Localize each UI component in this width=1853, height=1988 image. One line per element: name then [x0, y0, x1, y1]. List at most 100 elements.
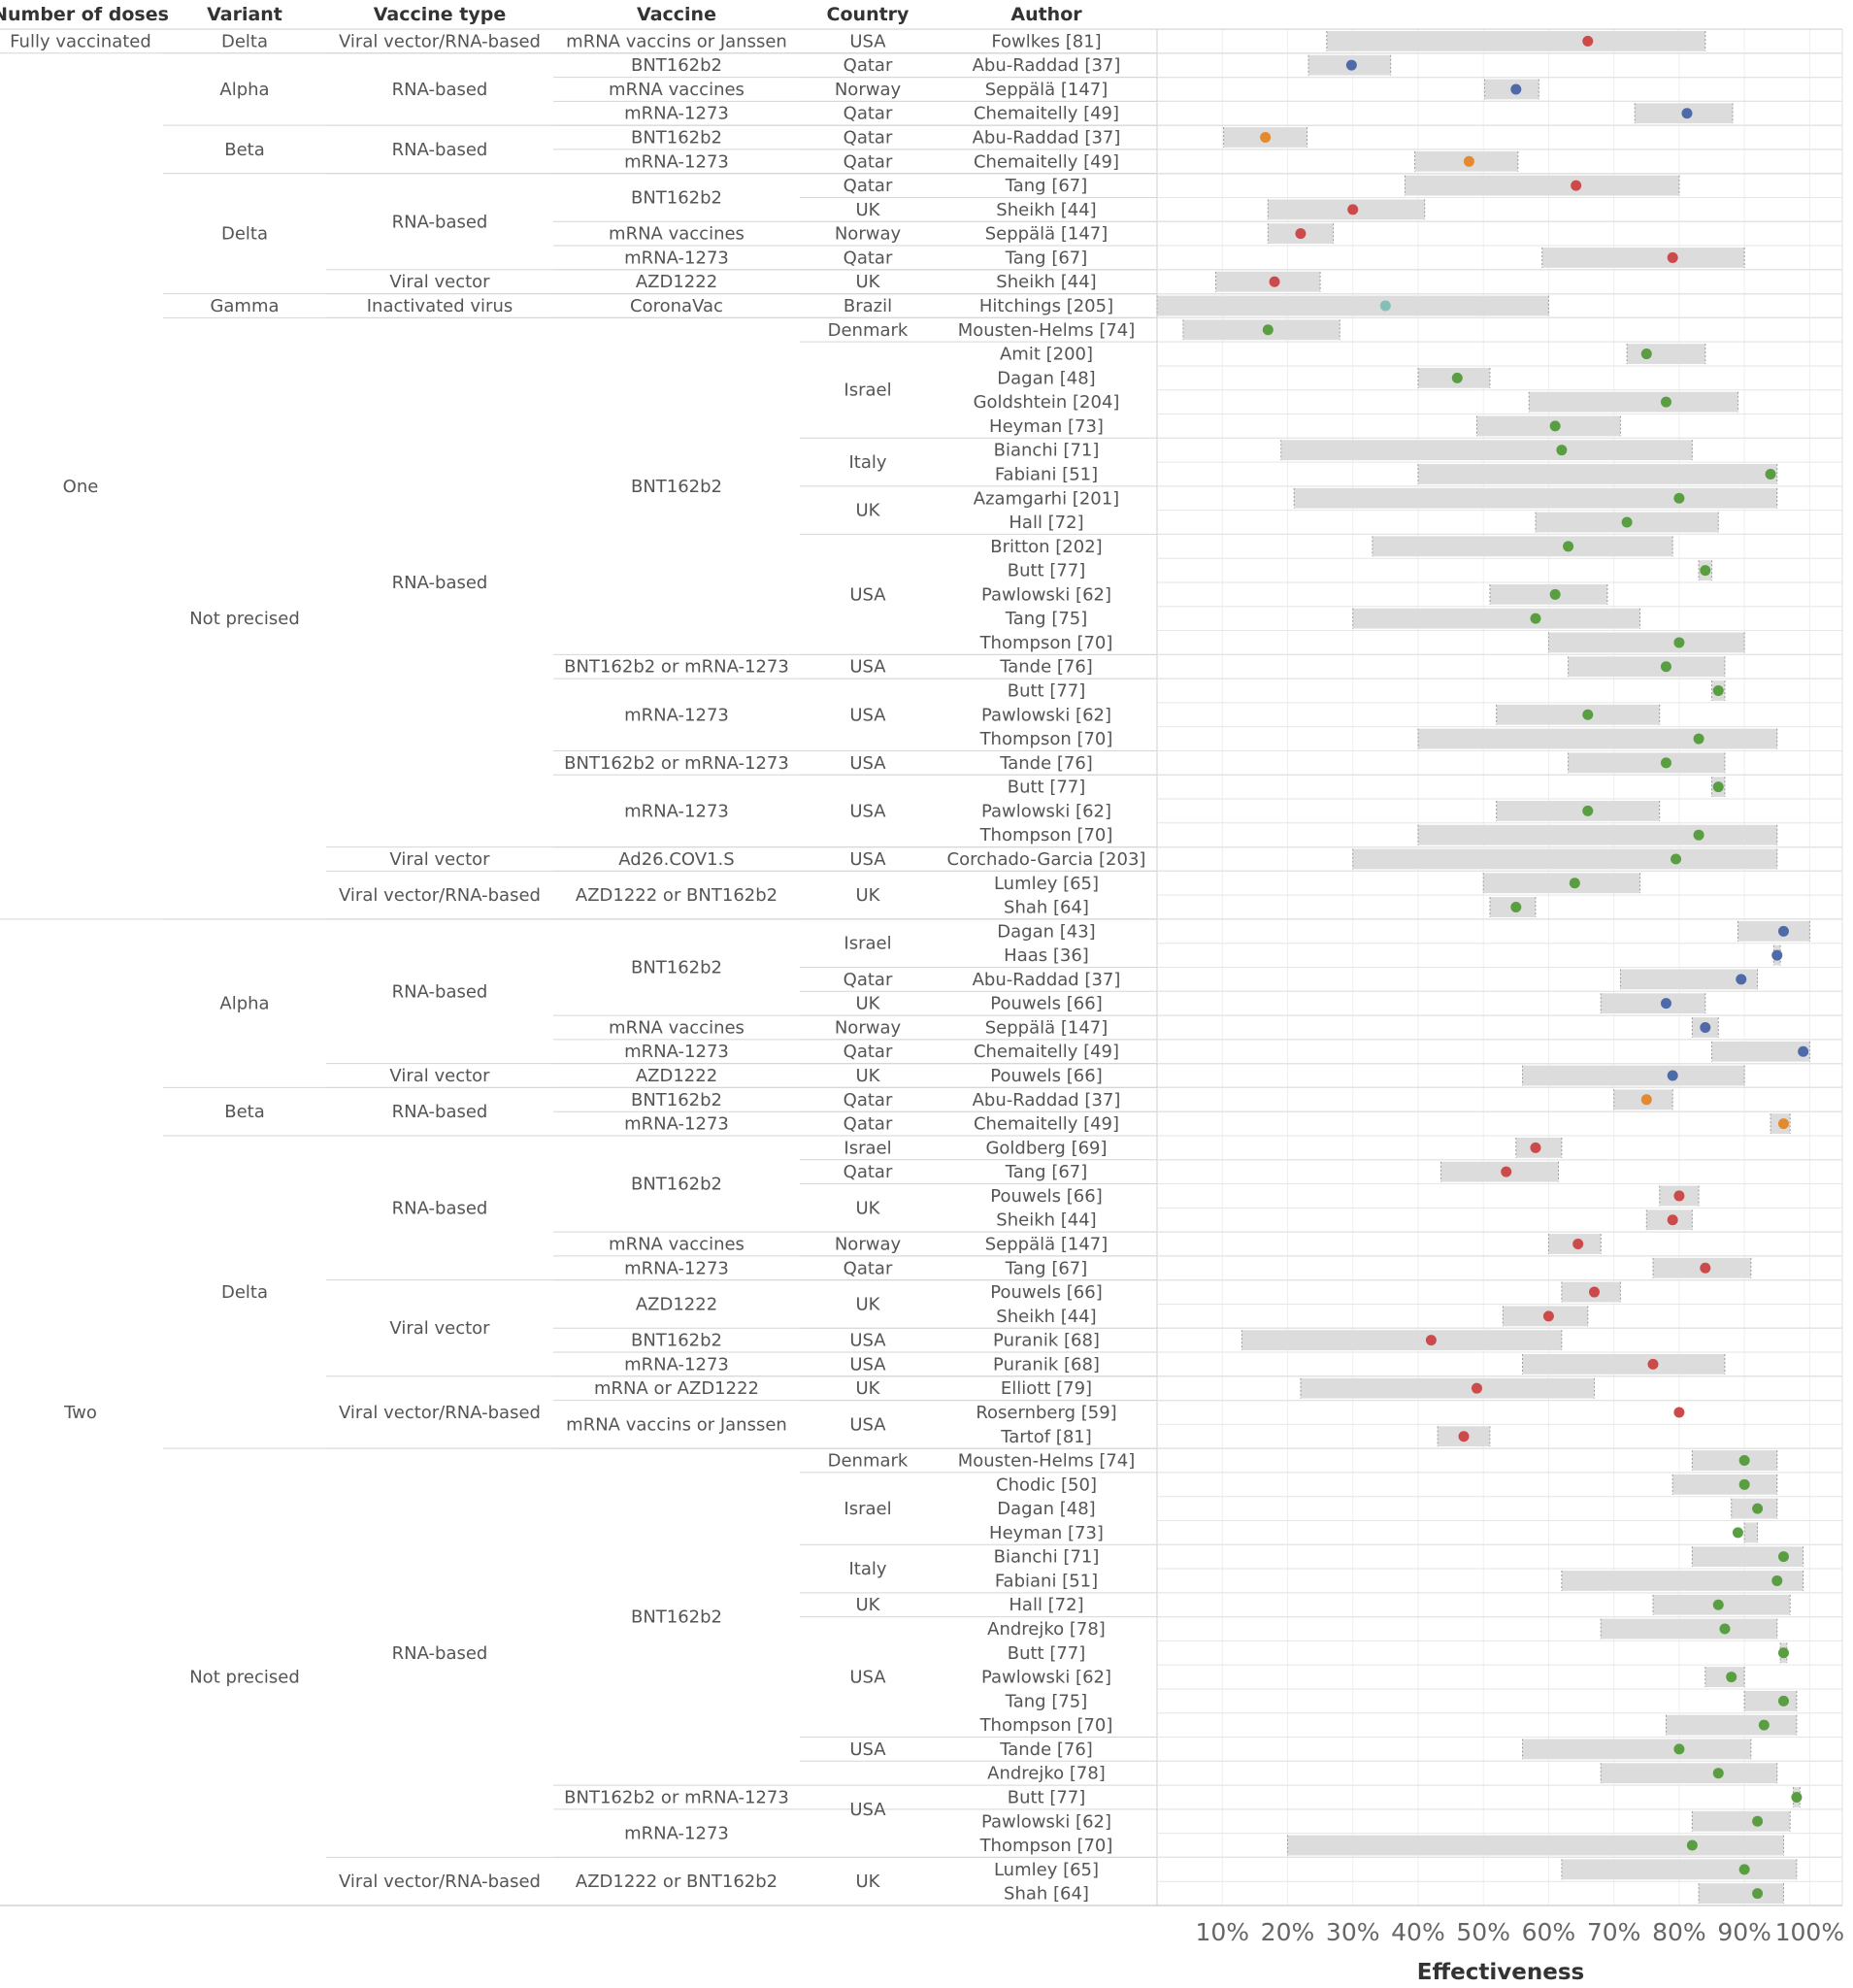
data-point — [1569, 878, 1580, 889]
x-tick-label: 100% — [1775, 1918, 1844, 1946]
data-point — [1667, 251, 1678, 263]
variant-label: Beta — [224, 140, 265, 160]
author-label: Abu-Raddad [37] — [973, 970, 1121, 990]
type-label: Viral vector/RNA-based — [339, 1403, 541, 1423]
country-label: Israel — [844, 1499, 891, 1519]
data-point — [1260, 132, 1272, 144]
data-point — [1777, 1695, 1789, 1706]
vaccine-label: BNT162b2 — [631, 55, 722, 76]
vaccine-label: Ad26.COV1.S — [618, 849, 734, 870]
author-label: Goldberg [69] — [985, 1138, 1107, 1158]
data-point — [1582, 805, 1594, 816]
ci-bar — [1620, 969, 1758, 990]
data-point — [1712, 685, 1724, 697]
x-tick-label: 50% — [1456, 1918, 1510, 1946]
vaccine-label: BNT162b2 — [631, 1175, 722, 1195]
author-label: Sheikh [44] — [996, 1307, 1096, 1327]
author-label: Pouwels [66] — [990, 1066, 1102, 1086]
data-point — [1262, 324, 1274, 336]
data-point — [1640, 1094, 1652, 1106]
header-doses: Number of doses — [0, 4, 169, 25]
author-label: Shah [64] — [1004, 1884, 1089, 1905]
data-point — [1582, 709, 1594, 720]
data-point — [1673, 1190, 1685, 1202]
author-label: Bianchi [71] — [994, 1547, 1100, 1568]
vaccine-label: mRNA-1273 — [624, 801, 729, 821]
ci-bar — [1483, 873, 1640, 894]
author-label: Pawlowski [62] — [981, 1668, 1111, 1688]
ci-bar — [1326, 31, 1705, 51]
author-label: Bianchi [71] — [994, 441, 1100, 461]
country-label: Denmark — [828, 1451, 909, 1472]
country-label: USA — [849, 849, 886, 870]
vaccine-label: mRNA-1273 — [624, 1824, 729, 1844]
author-label: Pawlowski [62] — [981, 1811, 1111, 1832]
data-point — [1726, 1672, 1737, 1683]
vaccine-label: mRNA-1273 — [624, 705, 729, 725]
author-label: Sheikh [44] — [996, 200, 1096, 220]
data-point — [1463, 155, 1474, 167]
vaccine-label: BNT162b2 or mRNA-1273 — [564, 657, 789, 678]
vaccine-label: mRNA vaccines — [609, 1017, 745, 1038]
country-label: USA — [849, 1331, 886, 1351]
vaccine-label: mRNA-1273 — [624, 104, 729, 124]
country-label: UK — [856, 885, 881, 906]
vaccine-label: mRNA-1273 — [624, 1258, 729, 1278]
author-label: Chemaitelly [49] — [974, 1114, 1119, 1135]
vaccine-label: BNT162b2 — [631, 128, 722, 149]
country-label: UK — [856, 272, 881, 292]
ci-bar — [1522, 1354, 1725, 1375]
author-label: Tang [67] — [1005, 1162, 1088, 1182]
data-point — [1660, 757, 1671, 769]
author-label: Pouwels [66] — [990, 1186, 1102, 1207]
data-point — [1640, 348, 1652, 360]
author-label: Heyman [73] — [989, 416, 1104, 437]
data-point — [1777, 1647, 1789, 1659]
country-label: Qatar — [844, 1162, 893, 1182]
author-label: Pouwels [66] — [990, 994, 1102, 1014]
data-point — [1765, 468, 1776, 480]
country-label: UK — [856, 1198, 881, 1218]
data-point — [1752, 1503, 1764, 1514]
author-label: Seppälä [147] — [985, 80, 1108, 100]
data-point — [1732, 1527, 1743, 1539]
ci-bar — [1352, 608, 1640, 629]
ci-bar — [1372, 536, 1673, 557]
header-type: Vaccine type — [374, 4, 507, 25]
country-label: USA — [849, 705, 886, 725]
ci-bar — [1241, 1330, 1562, 1351]
data-point — [1501, 1166, 1512, 1177]
row-separators — [0, 28, 1842, 1906]
ci-bar — [1496, 801, 1660, 821]
author-label: Fowlkes [81] — [991, 31, 1101, 51]
author-label: Thompson [70] — [979, 1836, 1113, 1856]
ci-bar — [1704, 1667, 1745, 1687]
data-point — [1673, 1407, 1685, 1418]
data-point — [1791, 1791, 1803, 1803]
country-label: UK — [856, 1378, 881, 1399]
variant-label: Not precised — [189, 609, 300, 629]
data-point — [1582, 35, 1594, 47]
author-label: Thompson [70] — [979, 633, 1113, 653]
country-label: Qatar — [844, 151, 893, 172]
header-vaccine: Vaccine — [637, 4, 716, 25]
data-point — [1425, 1335, 1437, 1346]
type-label: Viral vector/RNA-based — [339, 885, 541, 906]
author-label: Mousten-Helms [74] — [958, 320, 1136, 341]
vaccine-label: BNT162b2 — [631, 187, 722, 208]
author-label: Tang [75] — [1005, 609, 1088, 629]
country-label: Qatar — [844, 128, 893, 149]
country-label: Qatar — [844, 1090, 893, 1110]
author-label: Lumley [65] — [994, 874, 1099, 894]
country-label: Denmark — [828, 320, 909, 341]
data-point — [1798, 1045, 1809, 1057]
vaccine-label: AZD1222 or BNT162b2 — [576, 885, 778, 906]
x-axis: Effectiveness 10% 20% 30% 40% 50% 60% 70% 80% 90… — [1195, 1918, 1844, 1985]
country-label: UK — [856, 1294, 881, 1314]
data-point — [1673, 492, 1685, 504]
author-label: Butt [77] — [1008, 778, 1086, 798]
data-point — [1549, 420, 1561, 432]
country-label: UK — [856, 200, 881, 220]
country-label: Israel — [844, 1138, 891, 1158]
author-label: Tartof [81] — [1000, 1427, 1092, 1447]
